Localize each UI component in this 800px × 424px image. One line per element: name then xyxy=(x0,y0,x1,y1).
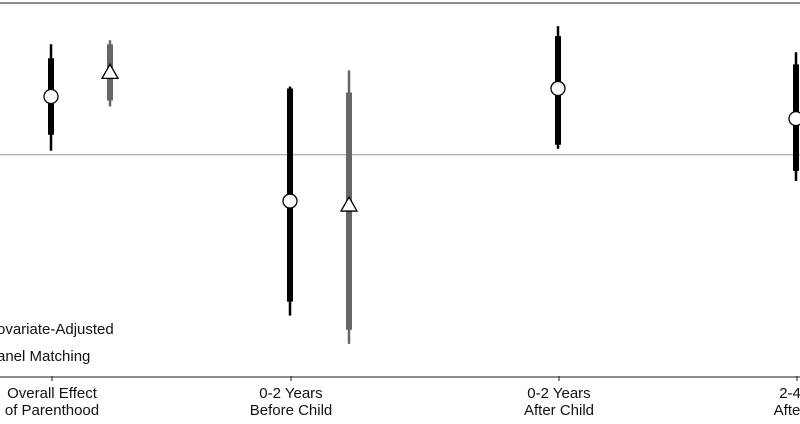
x-tick-label-line2: Before Child xyxy=(250,402,333,419)
x-tick-label-line1: 0-2 Years xyxy=(527,385,590,402)
legend-label: ovariate-Adjusted xyxy=(0,321,114,338)
legend: ovariate-Adjusted anel Matching xyxy=(0,321,114,365)
legend-label: anel Matching xyxy=(0,348,90,365)
x-tick-label-line2: After C xyxy=(774,402,800,419)
x-tick-label-line2: of Parenthood xyxy=(5,402,99,419)
estimate-point-circle xyxy=(43,88,59,105)
estimate-point-triangle xyxy=(100,63,120,80)
x-tick-label-line1: 2-4 Y xyxy=(779,385,800,402)
x-tick-label-line1: 0-2 Years xyxy=(259,385,322,402)
x-tick-label-line2: After Child xyxy=(524,402,594,419)
chart-marks xyxy=(43,26,800,344)
estimate-point-triangle xyxy=(339,195,359,212)
estimate-point-circle xyxy=(550,80,566,97)
estimate-point-circle xyxy=(788,110,800,127)
estimate-point-circle xyxy=(282,193,298,209)
x-tick-label-line1: Overall Effect xyxy=(7,385,98,402)
plot-frame xyxy=(0,2,800,378)
